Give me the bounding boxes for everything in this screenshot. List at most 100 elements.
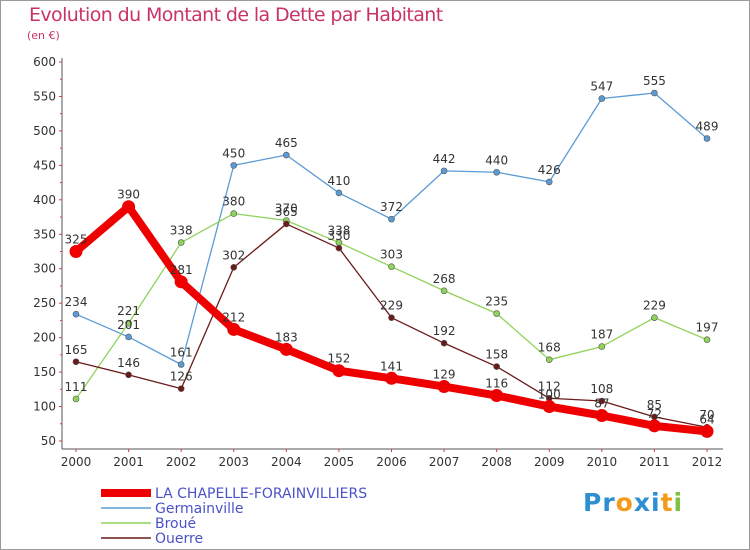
data-point <box>542 400 556 414</box>
data-point <box>332 364 346 378</box>
data-point <box>72 395 80 403</box>
data-point <box>647 419 661 433</box>
data-label: 547 <box>590 80 613 94</box>
data-label: 85 <box>647 398 662 412</box>
data-point <box>177 239 185 246</box>
data-point <box>598 397 606 405</box>
data-label: 187 <box>590 328 613 342</box>
x-tick-label: 2012 <box>692 455 723 469</box>
x-tick-label: 2009 <box>534 455 565 469</box>
data-label: 87 <box>594 397 609 411</box>
data-label: 450 <box>222 146 245 160</box>
data-point <box>230 264 238 271</box>
data-label: 112 <box>538 379 561 393</box>
data-point <box>703 336 711 344</box>
axes: 50 100 150 200 250 300 350 400 450 500 550 600 2000 2… <box>33 55 723 469</box>
data-point <box>177 361 185 368</box>
data-label: 365 <box>275 205 298 219</box>
y-tick-label: 300 <box>33 262 56 276</box>
y-tick-label: 150 <box>33 365 56 379</box>
logo-letter: o <box>615 488 634 517</box>
data-label: 100 <box>538 388 561 402</box>
y-tick-label: 100 <box>33 400 56 414</box>
x-tick-label: 2008 <box>481 455 512 469</box>
x-tick-label: 2005 <box>324 455 355 469</box>
data-point <box>388 263 395 270</box>
x-tick-label: 2011 <box>639 455 670 469</box>
data-label: 426 <box>538 163 561 177</box>
data-point <box>437 380 451 394</box>
data-label: 70 <box>699 408 714 422</box>
data-label: 192 <box>433 324 456 338</box>
data-point <box>598 343 606 350</box>
data-label: 168 <box>538 341 561 355</box>
y-tick-label: 250 <box>33 296 56 310</box>
data-point <box>545 356 553 363</box>
data-label: 64 <box>699 412 714 426</box>
data-label: 303 <box>380 248 403 262</box>
data-point <box>598 95 606 102</box>
data-label: 146 <box>117 356 140 370</box>
x-tick-label: 2001 <box>113 455 144 469</box>
data-point <box>72 358 80 366</box>
data-label: 229 <box>643 299 666 313</box>
x-tick-label: 2006 <box>376 455 407 469</box>
x-tick-label: 2004 <box>271 455 302 469</box>
x-tick-label: 2010 <box>587 455 618 469</box>
data-point <box>335 244 343 252</box>
data-label: 489 <box>696 119 719 133</box>
data-point <box>335 189 343 197</box>
data-label: 108 <box>590 382 613 396</box>
logo-letter: x <box>633 488 651 517</box>
data-point <box>125 371 132 379</box>
data-point <box>388 314 395 321</box>
data-point <box>72 310 80 318</box>
x-tick-label: 2007 <box>429 455 460 469</box>
y-tick-label: 600 <box>33 55 56 69</box>
data-label: 197 <box>696 321 719 335</box>
data-label: 141 <box>380 359 403 373</box>
data-point <box>69 245 83 258</box>
data-point <box>440 287 448 295</box>
data-label: 165 <box>65 343 88 357</box>
data-label: 372 <box>380 200 403 214</box>
data-point <box>122 200 136 214</box>
data-point <box>385 371 398 385</box>
data-label: 234 <box>65 295 88 309</box>
data-point <box>177 385 185 392</box>
series-lines <box>69 89 714 438</box>
data-point <box>230 162 238 169</box>
chart-subtitle: (en €) <box>27 29 60 42</box>
y-tick-label: 400 <box>33 193 56 207</box>
data-point <box>227 322 241 336</box>
data-point <box>174 275 188 289</box>
data-point <box>440 167 448 175</box>
data-point <box>283 151 290 159</box>
data-label: 410 <box>327 174 350 188</box>
data-label: 116 <box>485 377 508 391</box>
logo-letter: i <box>651 488 661 517</box>
chart-title: Evolution du Montant de la Dette par Hab… <box>29 4 443 26</box>
data-point <box>279 342 293 356</box>
data-label: 380 <box>222 195 245 209</box>
data-label: 442 <box>433 152 456 166</box>
y-tick-label: 200 <box>33 331 56 345</box>
data-point <box>230 210 238 217</box>
data-label: 555 <box>643 74 666 88</box>
logo-letter: t <box>660 488 674 517</box>
data-label: 72 <box>647 407 662 421</box>
data-label: 235 <box>485 295 508 309</box>
legend: LA CHAPELLE-FORAINVILLIERSGermainvilleBr… <box>101 486 367 547</box>
data-label: 338 <box>170 224 193 238</box>
data-labels: 325 390 281 212 183 152 141 129 116 100 87 72 64 234 2… <box>65 74 719 426</box>
data-label: 440 <box>485 153 508 167</box>
data-point <box>651 89 658 97</box>
data-point <box>700 424 714 438</box>
data-label: 158 <box>485 348 508 362</box>
legend-label: Ouerre <box>155 531 203 547</box>
x-tick-label: 2000 <box>61 455 92 469</box>
data-label: 330 <box>327 229 350 243</box>
legend-label: Germainville <box>155 501 244 517</box>
data-label: 221 <box>117 304 140 318</box>
data-point <box>595 409 609 423</box>
